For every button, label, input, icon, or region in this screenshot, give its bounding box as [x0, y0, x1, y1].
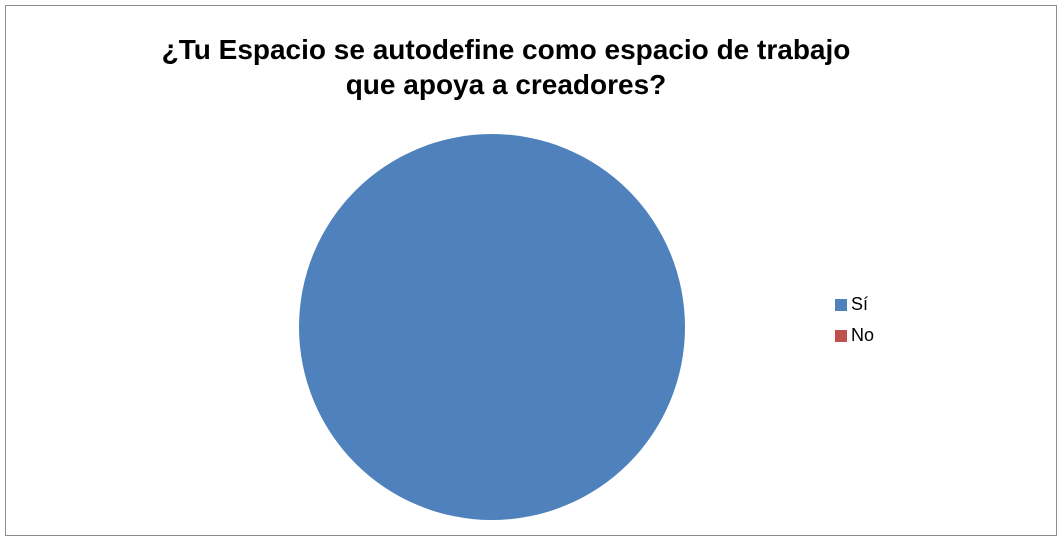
legend-item-s-: Sí [835, 289, 874, 320]
legend-swatch-s- [835, 298, 847, 311]
chart-title: ¿Tu Espacio se autodefine como espacio d… [161, 34, 851, 100]
legend-swatch-no [835, 329, 847, 342]
legend-label-no: No [851, 325, 875, 345]
legend: Sí No [835, 289, 874, 351]
pie-slice-s- [299, 134, 685, 520]
legend-label-s-: Sí [851, 294, 869, 314]
legend-item-no: No [835, 320, 874, 351]
